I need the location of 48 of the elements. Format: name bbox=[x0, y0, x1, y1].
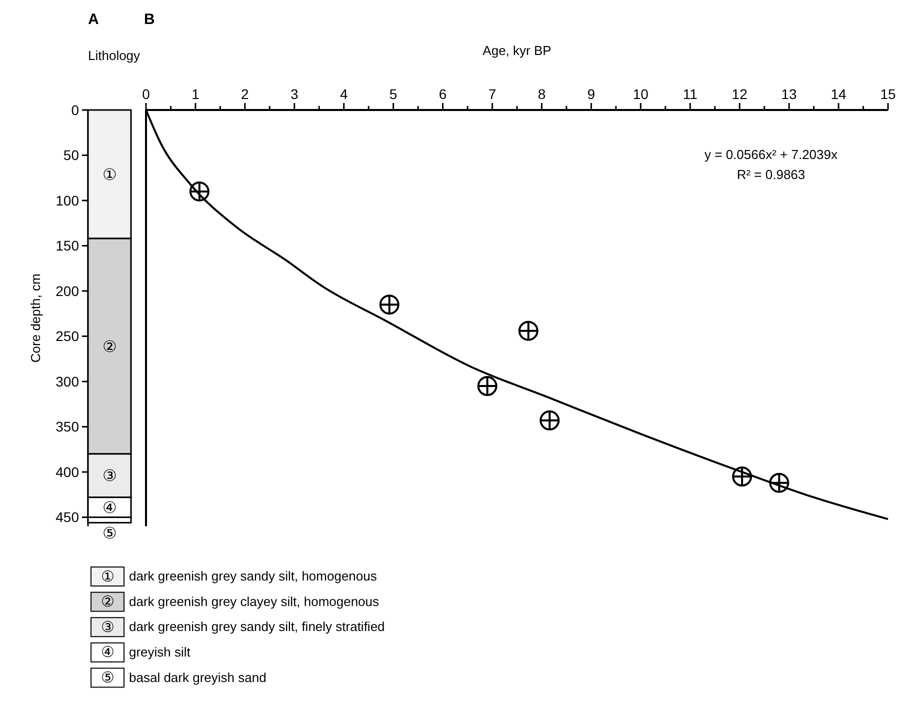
y-tick-label: 150 bbox=[56, 238, 80, 254]
x-tick-label: 10 bbox=[632, 86, 649, 102]
data-label: ④ bbox=[102, 500, 116, 517]
y-tick-label: 100 bbox=[56, 192, 80, 208]
legend-label: dark greenish grey sandy silt, homogenous bbox=[129, 568, 378, 584]
x-tick-label: 7 bbox=[488, 86, 496, 102]
chart-subtitle: Lithology bbox=[88, 48, 141, 63]
legend-label: greyish silt bbox=[129, 644, 191, 660]
x-tick-label: 12 bbox=[732, 86, 748, 102]
data-label: ③ bbox=[102, 468, 116, 486]
y-tick-label: 0 bbox=[71, 102, 80, 118]
text: ③ bbox=[101, 618, 114, 636]
x-tick-label: 14 bbox=[830, 86, 847, 102]
data-label: ① bbox=[102, 166, 116, 184]
y-tick-label: 300 bbox=[56, 373, 80, 390]
x-tick-label: 1 bbox=[192, 86, 200, 102]
x-tick-label: 9 bbox=[587, 86, 596, 102]
x-tick-label: 5 bbox=[389, 86, 398, 102]
x-axis-title: Age, kyr BP bbox=[482, 43, 552, 58]
x-tick-label: 8 bbox=[538, 86, 546, 102]
chart-title: A bbox=[88, 11, 99, 28]
text: ④ bbox=[101, 644, 114, 662]
annotation: y = 0.0566x² + 7.2039x bbox=[704, 147, 838, 162]
y-tick-label: 250 bbox=[56, 328, 80, 344]
legend-label: basal dark greyish sand bbox=[129, 670, 266, 685]
x-tick-label: 4 bbox=[340, 86, 348, 102]
x-tick-label: 2 bbox=[241, 86, 250, 102]
x-tick-label: 0 bbox=[142, 86, 150, 102]
chart-title: B bbox=[144, 11, 155, 28]
x-tick-label: 6 bbox=[438, 86, 447, 102]
x-tick-label: 3 bbox=[290, 86, 298, 102]
legend-label: dark greenish grey clayey silt, homogenous bbox=[129, 594, 380, 609]
y-tick-label: 350 bbox=[56, 418, 80, 435]
y-axis-title: Core depth, cm bbox=[28, 274, 43, 363]
text: ① bbox=[101, 568, 114, 586]
y-tick-label: 450 bbox=[56, 509, 80, 526]
annotation: R² = 0.9863 bbox=[736, 167, 806, 182]
y-tick-label: 400 bbox=[56, 464, 80, 480]
data-label: ② bbox=[102, 338, 116, 356]
x-tick-label: 11 bbox=[682, 86, 698, 102]
text: ② bbox=[101, 594, 114, 611]
text: ⑤ bbox=[101, 669, 114, 686]
y-tick-label: 200 bbox=[56, 282, 80, 299]
legend-label: dark greenish grey sandy silt, finely stratified bbox=[129, 619, 385, 634]
x-tick-label: 15 bbox=[880, 86, 896, 102]
y-tick-label: 50 bbox=[63, 147, 80, 164]
x-tick-label: 13 bbox=[781, 86, 798, 102]
data-label: ⑤ bbox=[102, 525, 116, 542]
